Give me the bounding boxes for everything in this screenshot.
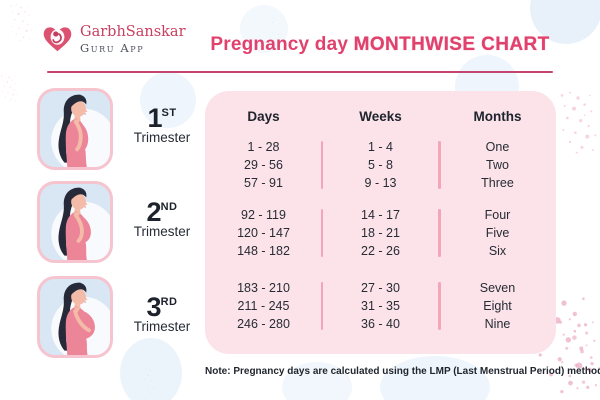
- pink-speckle-cluster: [559, 318, 600, 390]
- trimester-3-label: 3RD Trimester: [122, 292, 202, 334]
- trimester-2-rows: 92 - 119 120 - 147 148 - 182 14 - 17 18 …: [205, 206, 556, 260]
- trimester-3-rows: 183 - 210 211 - 245 246 - 280 27 - 30 31…: [205, 279, 556, 333]
- pregnant-woman-2-image: [51, 187, 110, 260]
- days-cell: 92 - 119 120 - 147 148 - 182: [237, 208, 290, 258]
- months-cell: Four Five Six: [484, 208, 511, 258]
- pink-speckle-cluster: [560, 91, 597, 154]
- days-cell: 1 - 28 29 - 56 57 - 91: [244, 140, 283, 190]
- trimester-2-label: 2ND Trimester: [122, 197, 202, 239]
- trimester-2-ordinal: 2ND: [146, 197, 178, 227]
- weeks-cell: 14 - 17 18 - 21 22 - 26: [361, 208, 400, 258]
- months-cell: Seven Eight Nine: [479, 281, 516, 331]
- column-divider: [438, 282, 441, 330]
- column-header-weeks: Weeks: [359, 109, 402, 124]
- page-title: Pregnancy day MONTHWISE CHART: [205, 34, 555, 56]
- column-divider: [438, 209, 441, 257]
- trimester-2-illustration: [37, 181, 113, 263]
- logo-text: GarbhSanskar Guru App: [80, 24, 186, 56]
- column-header-days: Days: [247, 109, 280, 124]
- pink-speckle-cluster: [1, 74, 18, 103]
- column-divider: [320, 141, 324, 189]
- column-header-months: Months: [473, 109, 522, 124]
- trimester-1-rows: 1 - 28 29 - 56 57 - 91 1 - 4 5 - 8 9 - 1…: [205, 138, 556, 192]
- column-divider: [320, 282, 324, 330]
- brand-subtitle: Guru App: [80, 41, 145, 55]
- column-divider: [320, 209, 324, 257]
- table-header-row: Days Weeks Months: [205, 109, 556, 125]
- column-divider: [438, 141, 441, 189]
- trimester-1-illustration: [37, 88, 113, 170]
- background-blob: [380, 356, 490, 400]
- pink-speckle-cluster: [10, 3, 32, 42]
- pregnant-woman-3-image: [51, 282, 110, 355]
- brand-name: GarbhSanskar: [80, 24, 186, 40]
- pregnant-woman-1-image: [51, 94, 110, 167]
- app-logo: GarbhSanskar Guru App: [42, 25, 186, 55]
- background-blob: [140, 72, 196, 128]
- trimester-1-ordinal: 1ST: [147, 103, 177, 133]
- weeks-cell: 27 - 30 31 - 35 36 - 40: [361, 281, 400, 331]
- title-regular: Pregnancy day: [210, 34, 349, 55]
- background-blob: [240, 5, 288, 53]
- blue-speckle-cluster: [142, 367, 159, 396]
- title-emphasis: MONTHWISE CHART: [353, 34, 550, 55]
- heart-fetus-logo-icon: [43, 27, 72, 52]
- header-divider: [47, 71, 553, 73]
- footnote: Note: Pregnancy days are calculated usin…: [205, 366, 600, 377]
- chart-panel: Days Weeks Months 1 - 28 29 - 56 57 - 91…: [205, 91, 556, 354]
- weeks-cell: 1 - 4 5 - 8 9 - 13: [364, 140, 397, 190]
- months-cell: One Two Three: [481, 140, 514, 190]
- trimester-1-label: 1ST Trimester: [122, 103, 202, 145]
- trimester-3-illustration: [37, 276, 113, 358]
- background-blob: [282, 362, 352, 400]
- background-blob: [120, 338, 182, 400]
- trimester-3-ordinal: 3RD: [146, 292, 178, 322]
- days-cell: 183 - 210 211 - 245 246 - 280: [237, 281, 290, 331]
